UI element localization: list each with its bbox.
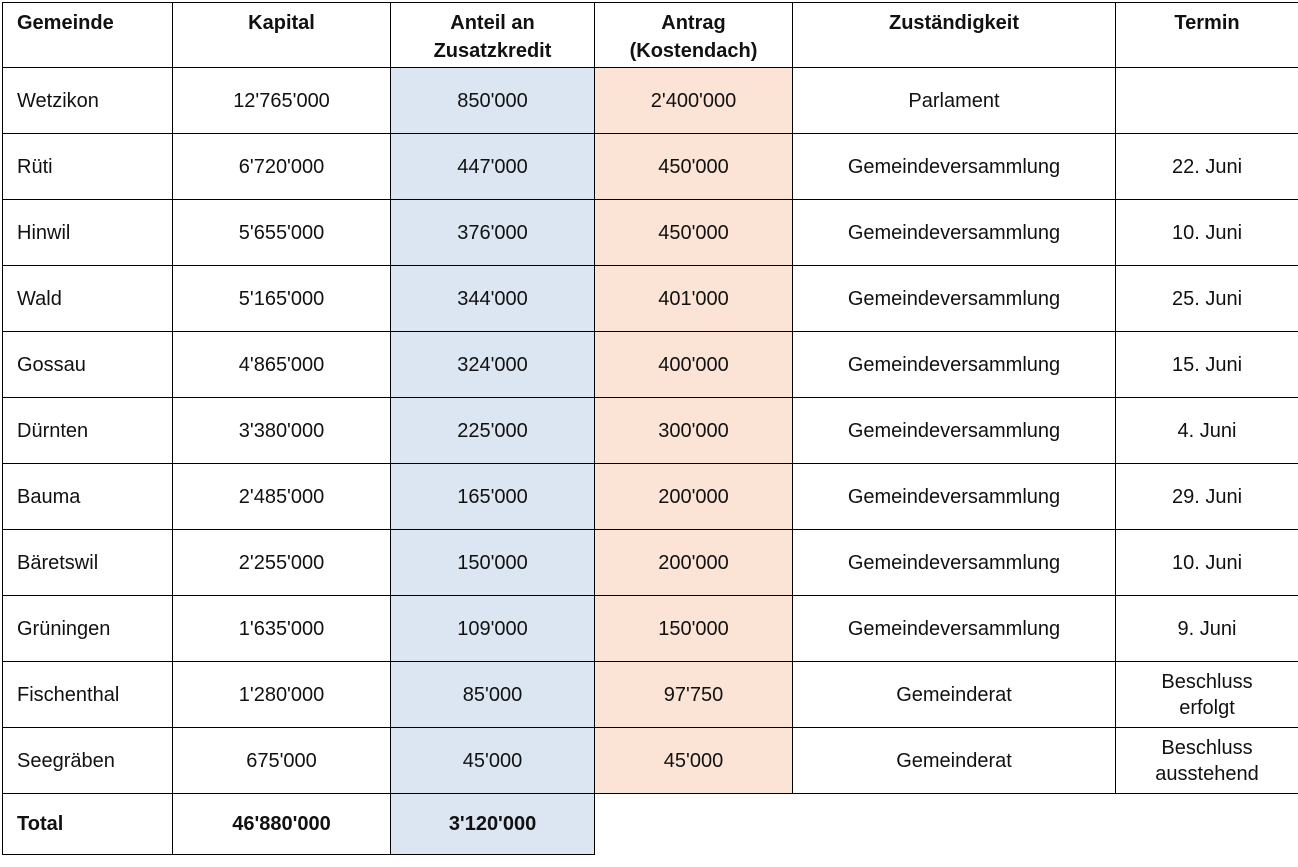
cell-gemeinde: Gossau xyxy=(3,332,173,398)
cell-anteil: 850'000 xyxy=(391,68,595,134)
cell-termin: 22. Juni xyxy=(1116,134,1298,200)
cell-anteil: 376'000 xyxy=(391,200,595,266)
cell-anteil: 447'000 xyxy=(391,134,595,200)
cell-zustaendigkeit: Gemeindeversammlung xyxy=(793,464,1116,530)
table-row-rueti: Rüti 6'720'000 447'000 450'000 Gemeindev… xyxy=(3,134,1298,200)
cell-gemeinde: Dürnten xyxy=(3,398,173,464)
cell-termin: 9. Juni xyxy=(1116,596,1298,662)
col-header-antrag: Antrag (Kostendach) xyxy=(595,3,793,68)
cell-antrag: 401'000 xyxy=(595,266,793,332)
table-row-wald: Wald 5'165'000 344'000 401'000 Gemeindev… xyxy=(3,266,1298,332)
table-row-total: Total 46'880'000 3'120'000 xyxy=(3,794,1298,855)
cell-termin: 25. Juni xyxy=(1116,266,1298,332)
cell-termin: Beschluss ausstehend xyxy=(1116,728,1298,794)
col-header-anteil: Anteil an Zusatzkredit xyxy=(391,3,595,68)
cell-antrag: 2'400'000 xyxy=(595,68,793,134)
cell-termin xyxy=(1116,68,1298,134)
cell-anteil: 165'000 xyxy=(391,464,595,530)
cell-kapital: 2'485'000 xyxy=(173,464,391,530)
cell-antrag: 200'000 xyxy=(595,530,793,596)
table-row-wetzikon: Wetzikon 12'765'000 850'000 2'400'000 Pa… xyxy=(3,68,1298,134)
table-row-seegraeben: Seegräben 675'000 45'000 45'000 Gemeinde… xyxy=(3,728,1298,794)
cell-gemeinde: Seegräben xyxy=(3,728,173,794)
col-header-termin: Termin xyxy=(1116,3,1298,68)
cell-antrag: 300'000 xyxy=(595,398,793,464)
cell-antrag: 150'000 xyxy=(595,596,793,662)
col-header-kapital: Kapital xyxy=(173,3,391,68)
cell-anteil: 324'000 xyxy=(391,332,595,398)
cell-kapital: 3'380'000 xyxy=(173,398,391,464)
cell-gemeinde: Bäretswil xyxy=(3,530,173,596)
cell-zustaendigkeit: Gemeindeversammlung xyxy=(793,134,1116,200)
cell-gemeinde: Wald xyxy=(3,266,173,332)
cell-kapital: 1'635'000 xyxy=(173,596,391,662)
cell-kapital: 5'655'000 xyxy=(173,200,391,266)
table-header-row: Gemeinde Kapital Anteil an Zusatzkredit … xyxy=(3,3,1298,68)
cell-zustaendigkeit: Gemeindeversammlung xyxy=(793,332,1116,398)
cell-antrag: 97'750 xyxy=(595,662,793,728)
total-kapital: 46'880'000 xyxy=(173,794,391,855)
cell-antrag: 450'000 xyxy=(595,200,793,266)
cell-gemeinde: Fischenthal xyxy=(3,662,173,728)
cell-gemeinde: Wetzikon xyxy=(3,68,173,134)
cell-termin: 4. Juni xyxy=(1116,398,1298,464)
table-row-hinwil: Hinwil 5'655'000 376'000 450'000 Gemeind… xyxy=(3,200,1298,266)
cell-kapital: 2'255'000 xyxy=(173,530,391,596)
cell-termin: 15. Juni xyxy=(1116,332,1298,398)
cell-anteil: 45'000 xyxy=(391,728,595,794)
cell-gemeinde: Bauma xyxy=(3,464,173,530)
total-row-empty-area xyxy=(595,794,1298,855)
total-label: Total xyxy=(3,794,173,855)
cell-kapital: 12'765'000 xyxy=(173,68,391,134)
cell-antrag: 400'000 xyxy=(595,332,793,398)
cell-antrag: 45'000 xyxy=(595,728,793,794)
cell-zustaendigkeit: Parlament xyxy=(793,68,1116,134)
cell-anteil: 225'000 xyxy=(391,398,595,464)
cell-kapital: 4'865'000 xyxy=(173,332,391,398)
table-row-fischenthal: Fischenthal 1'280'000 85'000 97'750 Geme… xyxy=(3,662,1298,728)
cell-anteil: 109'000 xyxy=(391,596,595,662)
cell-antrag: 450'000 xyxy=(595,134,793,200)
table-row-gossau: Gossau 4'865'000 324'000 400'000 Gemeind… xyxy=(3,332,1298,398)
cell-zustaendigkeit: Gemeindeversammlung xyxy=(793,596,1116,662)
cell-termin: 29. Juni xyxy=(1116,464,1298,530)
cell-gemeinde: Hinwil xyxy=(3,200,173,266)
cell-termin: Beschluss erfolgt xyxy=(1116,662,1298,728)
cell-zustaendigkeit: Gemeindeversammlung xyxy=(793,266,1116,332)
cell-gemeinde: Rüti xyxy=(3,134,173,200)
table-row-duernten: Dürnten 3'380'000 225'000 300'000 Gemein… xyxy=(3,398,1298,464)
total-anteil: 3'120'000 xyxy=(391,794,595,855)
table-row-grueningen: Grüningen 1'635'000 109'000 150'000 Geme… xyxy=(3,596,1298,662)
cell-kapital: 1'280'000 xyxy=(173,662,391,728)
cell-zustaendigkeit: Gemeindeversammlung xyxy=(793,200,1116,266)
cell-anteil: 344'000 xyxy=(391,266,595,332)
cell-kapital: 6'720'000 xyxy=(173,134,391,200)
table-row-bauma: Bauma 2'485'000 165'000 200'000 Gemeinde… xyxy=(3,464,1298,530)
cell-antrag: 200'000 xyxy=(595,464,793,530)
cell-zustaendigkeit: Gemeindeversammlung xyxy=(793,398,1116,464)
cell-zustaendigkeit: Gemeinderat xyxy=(793,728,1116,794)
cell-kapital: 5'165'000 xyxy=(173,266,391,332)
cell-gemeinde: Grüningen xyxy=(3,596,173,662)
col-header-gemeinde: Gemeinde xyxy=(3,3,173,68)
col-header-zustaendigkeit: Zuständigkeit xyxy=(793,3,1116,68)
cell-termin: 10. Juni xyxy=(1116,200,1298,266)
cell-anteil: 85'000 xyxy=(391,662,595,728)
cell-anteil: 150'000 xyxy=(391,530,595,596)
cell-termin: 10. Juni xyxy=(1116,530,1298,596)
cell-zustaendigkeit: Gemeinderat xyxy=(793,662,1116,728)
table-row-baeretswil: Bäretswil 2'255'000 150'000 200'000 Geme… xyxy=(3,530,1298,596)
cell-zustaendigkeit: Gemeindeversammlung xyxy=(793,530,1116,596)
cell-kapital: 675'000 xyxy=(173,728,391,794)
